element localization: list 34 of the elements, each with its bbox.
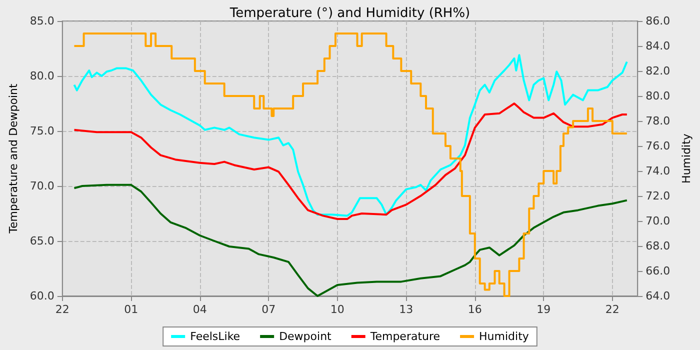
y2-tick-label: 64.0 — [646, 290, 670, 302]
y2-tick-label: 84.0 — [646, 40, 670, 52]
y-tick-label: 80.0 — [30, 70, 54, 82]
x-tick-label: 10 — [330, 303, 344, 316]
legend-label: Dewpoint — [279, 330, 332, 343]
x-tick-label: 19 — [536, 303, 551, 316]
y-tick-label: 60.0 — [30, 290, 54, 302]
legend-label: Temperature — [369, 330, 440, 343]
chart-title: Temperature (°) and Humidity (RH%) — [228, 6, 470, 21]
y2-tick-label: 68.0 — [646, 240, 670, 252]
y-tick-label: 65.0 — [30, 234, 54, 248]
y2-tick-label: 82.0 — [646, 64, 670, 78]
legend-label: FeelsLike — [190, 330, 240, 343]
y2-tick-label: 70.0 — [646, 214, 670, 228]
y-tick-label: 75.0 — [30, 124, 54, 138]
y2-tick-label: 66.0 — [646, 264, 670, 278]
x-tick-label: 07 — [262, 303, 276, 316]
x-tick-label: 04 — [192, 303, 207, 316]
y2-axis-title: Humidity — [680, 133, 693, 184]
y-axis-title: Temperature and Dewpoint — [7, 82, 20, 234]
legend-label: Humidity — [479, 330, 530, 343]
x-tick-label: 01 — [124, 303, 138, 316]
y2-tick-label: 86.0 — [646, 14, 670, 28]
y2-tick-label: 72.0 — [646, 190, 670, 202]
y2-tick-label: 78.0 — [646, 114, 670, 128]
y-tick-label: 85.0 — [30, 14, 54, 28]
x-tick-label: 16 — [468, 303, 482, 316]
y2-tick-label: 80.0 — [646, 90, 670, 102]
x-tick-label: 22 — [55, 303, 70, 316]
x-tick-label: 22 — [605, 303, 620, 316]
x-tick-label: 13 — [399, 303, 414, 316]
y2-tick-label: 74.0 — [646, 164, 670, 178]
y-tick-label: 70.0 — [30, 180, 54, 192]
y2-tick-label: 76.0 — [646, 140, 670, 152]
